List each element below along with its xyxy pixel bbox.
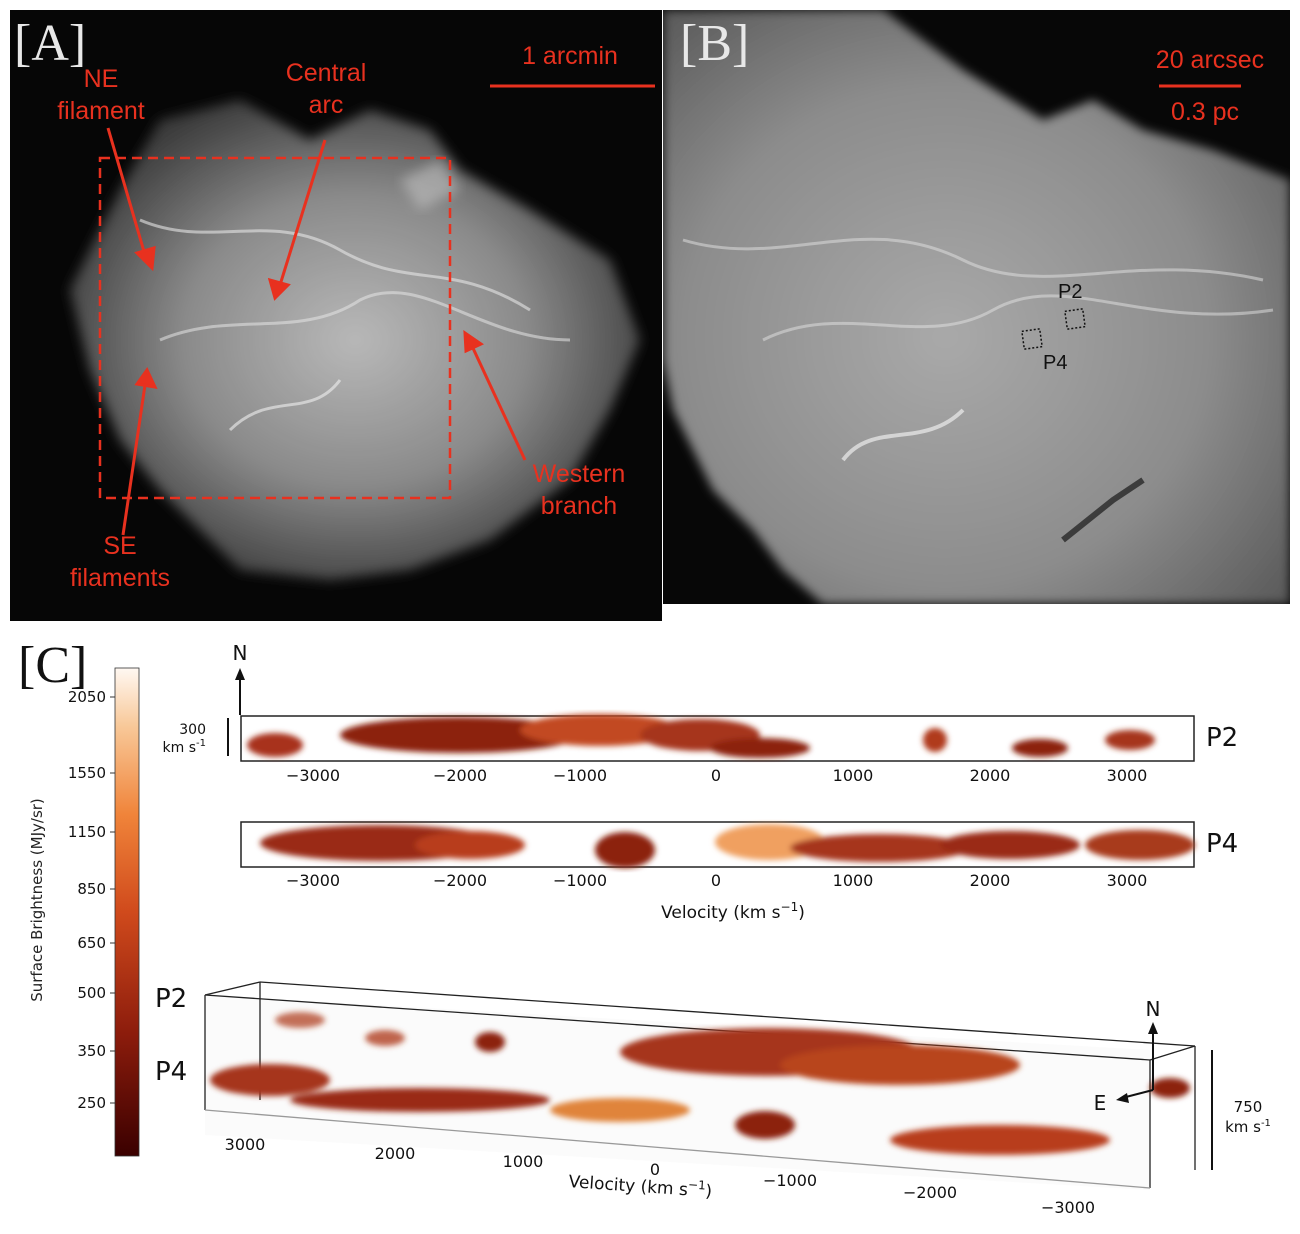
strip-tick-label: −1000 (553, 871, 607, 890)
compass-n: N (1146, 997, 1161, 1021)
cube-tick-label: 3000 (225, 1135, 266, 1154)
cube-xlabel: Velocity (km s−1) (568, 1169, 713, 1202)
arrow-western-branch (470, 345, 527, 461)
colorbar-tick-label: 250 (77, 1094, 106, 1112)
panel-b-scale-bottom: 0.3 pc (1170, 98, 1240, 126)
label-ne-filament: NE filament (46, 63, 156, 127)
cube-emission (210, 1012, 1190, 1155)
strip-p2-emission (247, 714, 1155, 758)
colorbar (114, 667, 140, 1157)
panel-b-tag: [B] (680, 15, 750, 72)
panel-a-tag: [A] (14, 15, 87, 72)
panel-a-zoom-box (98, 156, 452, 500)
colorbar-label: Surface Brightness (MJy/sr) (28, 798, 46, 1002)
cube-tick-label: 1000 (503, 1152, 544, 1171)
strip-p4-emission (260, 824, 1195, 868)
cube-tick-label: −3000 (1041, 1198, 1095, 1217)
strip-p4 (240, 821, 1195, 868)
strip-tick-label: −3000 (286, 871, 340, 890)
colorbar-tick-label: 2050 (68, 688, 106, 706)
label-ne-line1: NE (83, 65, 119, 93)
panel-b-image (663, 10, 1290, 604)
arrow-central-arc (278, 139, 327, 286)
strip-tick-label: 3000 (1107, 871, 1148, 890)
colorbar-tick-label: 650 (77, 934, 106, 952)
strip-tick-label: 1000 (833, 871, 874, 890)
arrow-se-filaments (121, 384, 147, 536)
panel-a-nebula (10, 10, 662, 621)
panel-c-figure: 2050 1550 1150 850 650 500 350 250 Surface Brig… (28, 641, 1271, 1217)
label-central-line2: arc (308, 91, 344, 119)
cube-tick-labels: 3000 2000 1000 0 −1000 −2000 −3000 (225, 1135, 1095, 1217)
strip-p2 (240, 714, 1195, 762)
strip-tick-label: 3000 (1107, 766, 1148, 785)
label-central-arc: Central arc (266, 57, 386, 121)
compass-north-arrowhead (235, 668, 245, 680)
colorbar-tick-label: 350 (77, 1042, 106, 1060)
panel-b-nebula (663, 10, 1290, 604)
probe-box-p2 (1063, 307, 1087, 331)
label-western-branch: Western branch (514, 458, 644, 522)
label-ne-line2: filament (57, 97, 145, 125)
label-se-line2: filaments (69, 564, 171, 592)
strip-tick-label: 0 (711, 766, 721, 785)
arrow-ne-filament (106, 127, 147, 256)
strip-p4-label: P4 (1206, 829, 1238, 859)
panel-a-image (10, 10, 662, 621)
cube-p2-label: P2 (155, 984, 187, 1014)
label-central-line1: Central (285, 59, 367, 87)
label-western-line2: branch (540, 492, 618, 520)
strip-p4-tick-labels: −3000 −2000 −1000 0 1000 2000 3000 (286, 871, 1147, 890)
cube-scale-value: 750 (1234, 1098, 1263, 1116)
cube-3d (204, 981, 1196, 1190)
cube-tick-label: 2000 (375, 1144, 416, 1163)
strip-tick-label: 2000 (970, 766, 1011, 785)
compass-e: E (1094, 1091, 1107, 1115)
cube-tick-label: −1000 (763, 1171, 817, 1190)
cube-scale-unit: km s-1 (1225, 1118, 1271, 1136)
probe-label-p2: P2 (1058, 281, 1083, 303)
colorbar-ticks: 2050 1550 1150 850 650 500 350 250 (68, 688, 115, 1112)
compass-n-arrowhead (1148, 1022, 1158, 1034)
colorbar-tick-label: 850 (77, 880, 106, 898)
strip-xlabel: Velocity (km s−1) (661, 900, 805, 923)
colorbar-tick-label: 500 (77, 984, 106, 1002)
label-western-line1: Western (532, 460, 626, 488)
probe-label-p4: P4 (1043, 352, 1068, 374)
strip-scale-value: 300 (179, 722, 206, 738)
compass-north-top: N (233, 641, 248, 665)
strip-tick-label: 2000 (970, 871, 1011, 890)
panel-a-scalebar-label: 1 arcmin (522, 42, 618, 70)
label-se-line1: SE (103, 532, 137, 560)
label-se-filaments: SE filaments (60, 530, 180, 594)
strip-p2-tick-labels: −3000 −2000 −1000 0 1000 2000 3000 (286, 766, 1147, 785)
strip-tick-label: 1000 (833, 766, 874, 785)
strip-tick-label: 0 (711, 871, 721, 890)
strip-tick-label: −1000 (553, 766, 607, 785)
compass-e-arrowhead (1116, 1093, 1129, 1103)
probe-box-p4 (1020, 327, 1044, 351)
colorbar-tick-label: 1150 (68, 823, 106, 841)
strip-tick-label: −3000 (286, 766, 340, 785)
cube-tick-label: −2000 (903, 1183, 957, 1202)
panel-c-tag: [C] (18, 637, 88, 694)
strip-tick-label: −2000 (433, 766, 487, 785)
strip-p2-label: P2 (1206, 723, 1238, 753)
strip-scale-unit: km s-1 (163, 738, 206, 756)
colorbar-tick-label: 1550 (68, 764, 106, 782)
strip-tick-label: −2000 (433, 871, 487, 890)
cube-p4-label: P4 (155, 1057, 187, 1087)
panel-b-scale-top: 20 arcsec (1155, 46, 1265, 74)
cube-tick-label: 0 (650, 1160, 660, 1179)
